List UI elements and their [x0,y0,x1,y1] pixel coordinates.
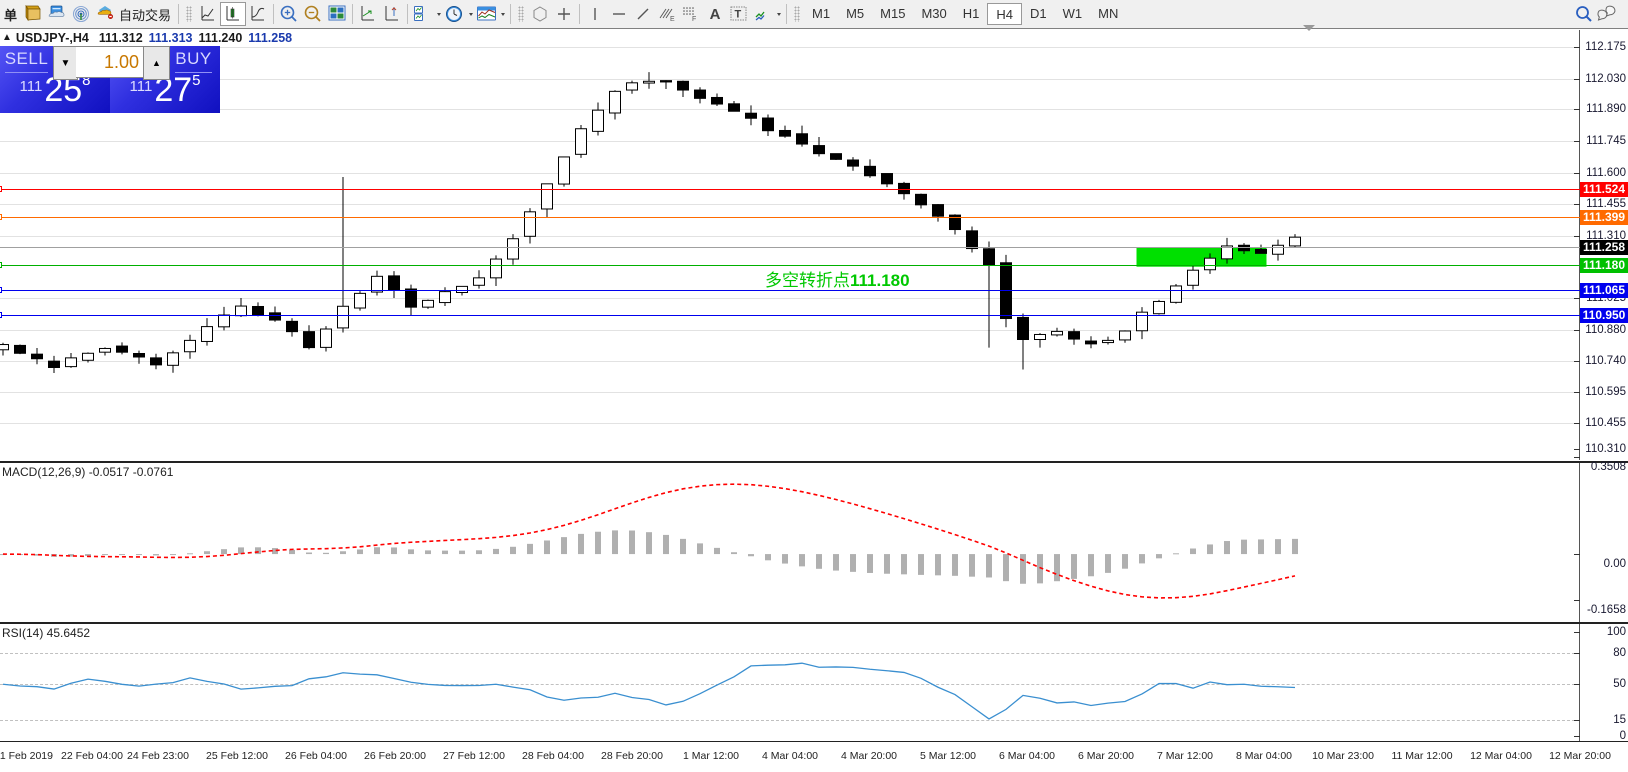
svg-text:T: T [735,9,742,21]
svg-text:E: E [670,16,675,22]
svg-text:F: F [692,16,696,22]
